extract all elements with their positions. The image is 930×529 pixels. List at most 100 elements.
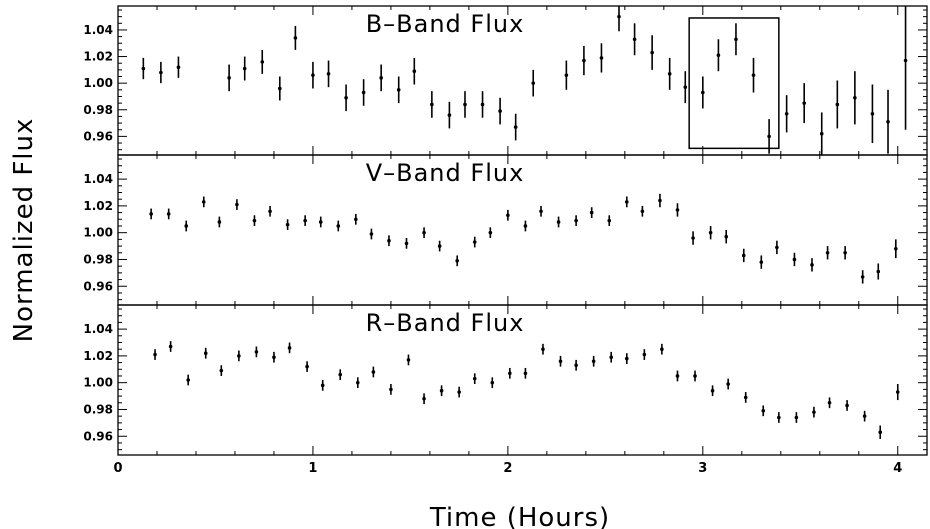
- data-point: [490, 380, 495, 385]
- y-tick-label: 0.98: [83, 252, 113, 266]
- data-point: [767, 134, 771, 139]
- data-point: [835, 102, 840, 107]
- data-point: [488, 230, 493, 235]
- data-point: [336, 224, 341, 228]
- data-point: [876, 269, 881, 274]
- data-point: [683, 85, 688, 89]
- data-point: [539, 209, 543, 214]
- data-series: [153, 341, 900, 439]
- data-point: [513, 125, 518, 129]
- data-point: [287, 346, 292, 350]
- data-point: [810, 263, 814, 267]
- data-point: [506, 213, 510, 218]
- data-point: [812, 410, 816, 414]
- data-point: [843, 250, 847, 255]
- y-tick-label: 0.96: [83, 279, 113, 293]
- data-point: [303, 218, 307, 223]
- data-point: [819, 131, 824, 136]
- data-point: [422, 396, 426, 401]
- data-point: [268, 209, 272, 214]
- data-point: [743, 395, 748, 400]
- data-point: [784, 111, 789, 116]
- data-point: [862, 414, 867, 418]
- data-point: [541, 347, 545, 351]
- data-point: [176, 65, 181, 69]
- data-point: [437, 244, 442, 248]
- data-point: [734, 37, 738, 42]
- panel-3: R–Band Flux 1.04 1.02 1.00 0.98 0.96: [83, 304, 928, 456]
- data-point: [338, 372, 343, 377]
- y-tick-label: 1.04: [83, 322, 113, 336]
- data-point: [701, 90, 705, 95]
- data-point: [845, 403, 849, 408]
- data-point: [617, 14, 621, 19]
- data-point: [159, 70, 163, 75]
- data-point: [168, 344, 173, 349]
- data-point: [658, 198, 662, 203]
- data-point: [447, 113, 452, 117]
- data-point: [564, 73, 569, 77]
- data-point: [667, 72, 672, 76]
- data-point: [455, 259, 459, 263]
- data-point: [472, 240, 477, 244]
- x-axis: 0 1 2 3 4: [113, 461, 902, 476]
- data-point: [870, 111, 875, 116]
- data-point: [361, 90, 366, 95]
- data-point: [642, 352, 647, 357]
- data-point: [558, 359, 563, 364]
- data-point: [369, 232, 374, 236]
- data-point: [379, 76, 383, 80]
- data-point: [422, 230, 426, 235]
- data-point: [624, 200, 629, 204]
- data-point: [741, 253, 746, 258]
- data-point: [293, 36, 298, 40]
- y-tick-label: 1.02: [83, 50, 113, 64]
- x-tick-label: 4: [893, 461, 902, 476]
- x-axis-title: Time (Hours): [429, 503, 610, 529]
- data-point: [227, 76, 231, 80]
- data-point: [531, 81, 536, 85]
- y-tick-label: 1.04: [83, 172, 113, 186]
- data-point: [305, 364, 309, 369]
- data-point: [153, 352, 157, 357]
- panel-1: B–Band Flux 1.04 1.02 1.00 0.98 0.96: [83, 5, 928, 156]
- data-point: [472, 376, 477, 381]
- x-tick-label: 1: [308, 461, 317, 476]
- y-tick-label: 0.98: [83, 402, 113, 416]
- data-point: [252, 218, 257, 223]
- data-point: [430, 102, 434, 107]
- data-point: [574, 363, 578, 368]
- data-point: [894, 246, 898, 251]
- data-point: [149, 212, 153, 216]
- data-point: [457, 390, 461, 394]
- data-point: [389, 387, 393, 392]
- data-point: [827, 400, 832, 405]
- data-point: [751, 73, 756, 77]
- data-point: [693, 374, 697, 378]
- data-point: [895, 390, 900, 394]
- data-point: [878, 430, 883, 435]
- data-point: [777, 415, 781, 420]
- data-point: [406, 358, 411, 362]
- data-point: [523, 224, 528, 228]
- y-tick-label: 1.02: [83, 199, 113, 213]
- data-point: [354, 217, 358, 222]
- x-tick-label: 3: [698, 461, 707, 476]
- panel-title: V–Band Flux: [366, 159, 525, 187]
- data-point: [853, 95, 857, 100]
- y-axis-title: Normalized Flux: [9, 118, 39, 343]
- data-point: [691, 236, 695, 240]
- panel-title: R–Band Flux: [366, 309, 525, 337]
- data-point: [166, 212, 171, 216]
- data-point: [609, 355, 613, 360]
- data-point: [759, 260, 764, 264]
- data-point: [624, 356, 629, 361]
- data-point: [219, 368, 224, 373]
- data-point: [632, 37, 637, 42]
- data-point: [387, 238, 391, 243]
- data-point: [508, 371, 512, 376]
- data-point: [217, 220, 222, 224]
- data-point: [203, 351, 208, 356]
- data-point: [311, 73, 315, 77]
